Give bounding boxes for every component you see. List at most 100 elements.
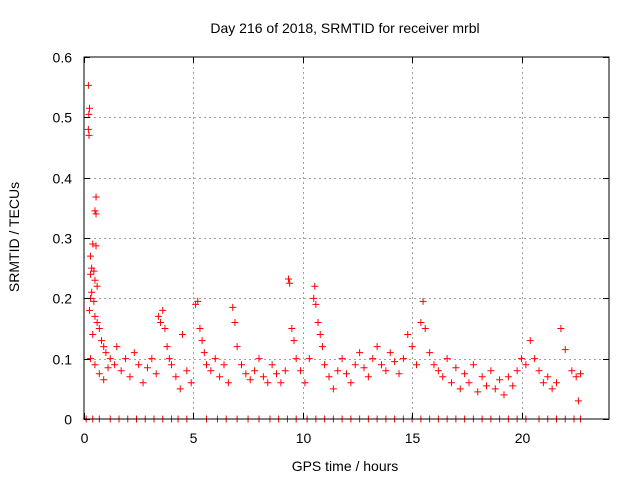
data-point — [378, 361, 385, 369]
x-tick-label: 0 — [81, 430, 89, 446]
data-point — [281, 367, 289, 375]
data-point — [161, 325, 169, 332]
data-point — [159, 306, 167, 314]
data-point — [91, 276, 99, 284]
data-point — [297, 367, 305, 375]
data-point — [113, 343, 121, 351]
data-point — [391, 358, 399, 366]
data-point — [561, 346, 569, 354]
data-point — [196, 325, 204, 332]
data-point — [91, 207, 99, 215]
data-point — [285, 275, 293, 283]
data-point — [343, 370, 350, 378]
data-point — [88, 288, 96, 296]
data-point — [351, 361, 359, 369]
data-point — [200, 349, 208, 357]
data-point — [229, 303, 237, 311]
data-point — [135, 361, 143, 369]
data-point — [325, 373, 333, 381]
y-tick-label: 0.3 — [53, 231, 73, 247]
data-point — [187, 379, 195, 387]
data-point — [98, 337, 105, 345]
data-point — [544, 373, 552, 381]
data-point — [290, 337, 298, 345]
data-point — [152, 370, 160, 378]
data-point — [496, 376, 504, 384]
x-tick-label: 20 — [515, 430, 531, 446]
data-point — [277, 379, 285, 387]
data-point — [487, 367, 495, 375]
grid — [84, 57, 609, 419]
data-point — [251, 367, 259, 375]
data-point — [312, 300, 320, 308]
data-point — [168, 361, 175, 369]
data-point — [338, 355, 346, 363]
data-point — [85, 110, 93, 118]
data-point — [305, 355, 313, 363]
data-point — [255, 355, 263, 363]
data-point — [198, 337, 206, 345]
data-point — [122, 355, 130, 363]
y-tick-label: 0.1 — [53, 352, 73, 368]
data-point — [286, 279, 294, 287]
data-point — [207, 367, 215, 375]
data-point — [430, 361, 438, 369]
data-point — [321, 361, 329, 369]
data-point — [483, 382, 490, 390]
data-point — [369, 355, 377, 363]
data-point — [316, 331, 324, 339]
data-point — [469, 361, 477, 369]
data-point — [553, 379, 560, 387]
data-point — [238, 361, 245, 369]
data-point — [92, 210, 100, 218]
y-tick-label: 0.5 — [53, 110, 73, 126]
data-point — [522, 361, 530, 369]
data-point — [87, 270, 95, 278]
data-point — [426, 349, 434, 357]
data-point — [273, 370, 280, 378]
data-point — [347, 379, 355, 387]
data-point — [143, 364, 151, 372]
data-point — [417, 318, 425, 326]
data-point — [404, 331, 412, 339]
y-tick-label: 0.2 — [53, 291, 73, 307]
data-point — [154, 312, 162, 320]
data-point — [233, 343, 241, 351]
data-point — [408, 343, 416, 351]
y-tick-label: 0 — [64, 412, 72, 428]
data-point — [364, 373, 372, 381]
data-point — [356, 349, 364, 357]
data-point — [548, 385, 556, 393]
data-point — [84, 125, 92, 133]
data-point — [574, 397, 582, 405]
data-point — [557, 325, 565, 332]
data-point — [203, 361, 210, 369]
data-point — [452, 364, 460, 372]
x-tick-label: 5 — [190, 430, 198, 446]
data-point — [264, 379, 272, 387]
x-tick-label: 15 — [405, 430, 421, 446]
data-points — [82, 81, 585, 423]
data-point — [89, 331, 97, 339]
data-point — [84, 81, 92, 89]
data-point — [526, 337, 534, 345]
data-point — [535, 367, 543, 375]
data-point — [456, 385, 464, 393]
data-point — [443, 355, 451, 363]
data-point — [329, 385, 337, 393]
data-point — [386, 349, 394, 357]
data-point — [311, 282, 319, 290]
data-point — [314, 318, 322, 326]
chart-title: Day 216 of 2018, SRMTID for receiver mrb… — [210, 20, 479, 36]
data-point — [104, 364, 112, 372]
data-point — [465, 379, 473, 387]
y-axis-label: SRMTID / TECUs — [6, 182, 22, 292]
data-point — [382, 367, 390, 375]
data-point — [292, 355, 300, 363]
data-point — [85, 131, 93, 139]
data-point — [100, 343, 108, 351]
data-point — [90, 297, 98, 305]
data-point — [102, 349, 110, 357]
data-point — [421, 325, 429, 332]
